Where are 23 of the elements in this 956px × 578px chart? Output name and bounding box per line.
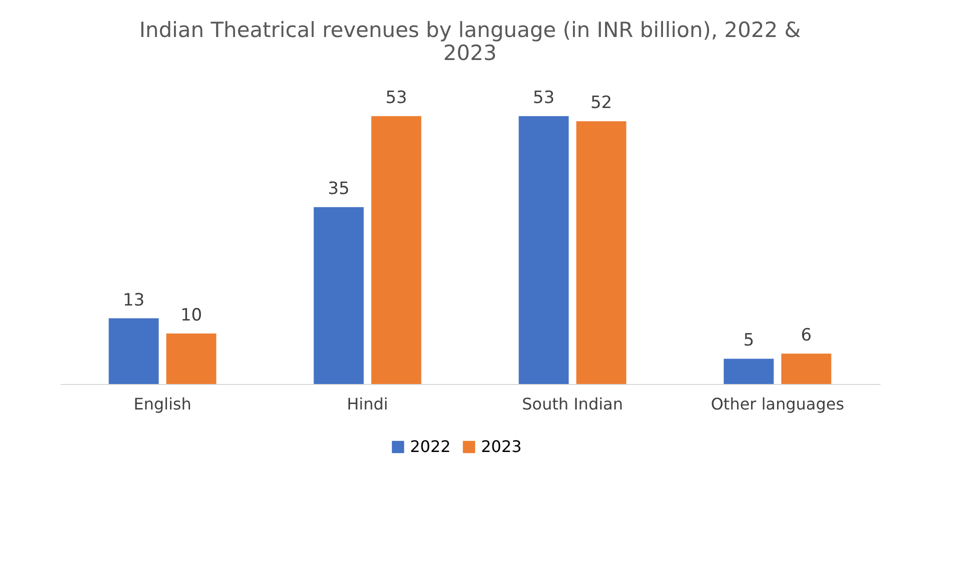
data-label: 13 — [122, 290, 145, 310]
data-label: 35 — [328, 179, 350, 200]
bar — [781, 354, 832, 384]
x-tick-label: Other languages — [710, 394, 844, 414]
legend-label: 2022 — [410, 437, 451, 456]
x-tick-label: Hindi — [346, 394, 388, 414]
bar — [166, 333, 216, 384]
chart-title: Indian Theatrical revenues by language (in INR billion), 2022 & 2023 — [139, 18, 801, 65]
data-label: 53 — [385, 88, 408, 108]
data-label: 6 — [800, 326, 812, 346]
data-label: 52 — [590, 93, 612, 114]
legend-label: 2023 — [481, 437, 522, 456]
data-label: 53 — [532, 88, 555, 108]
data-label: 5 — [743, 330, 754, 351]
x-tick-label: South Indian — [522, 394, 623, 414]
x-tick-label: English — [134, 394, 192, 414]
data-label: 10 — [180, 305, 202, 326]
bar — [371, 116, 422, 384]
bar — [314, 207, 364, 384]
bar — [108, 318, 159, 384]
bar — [576, 121, 626, 384]
bar — [518, 116, 569, 384]
bar — [724, 358, 774, 384]
